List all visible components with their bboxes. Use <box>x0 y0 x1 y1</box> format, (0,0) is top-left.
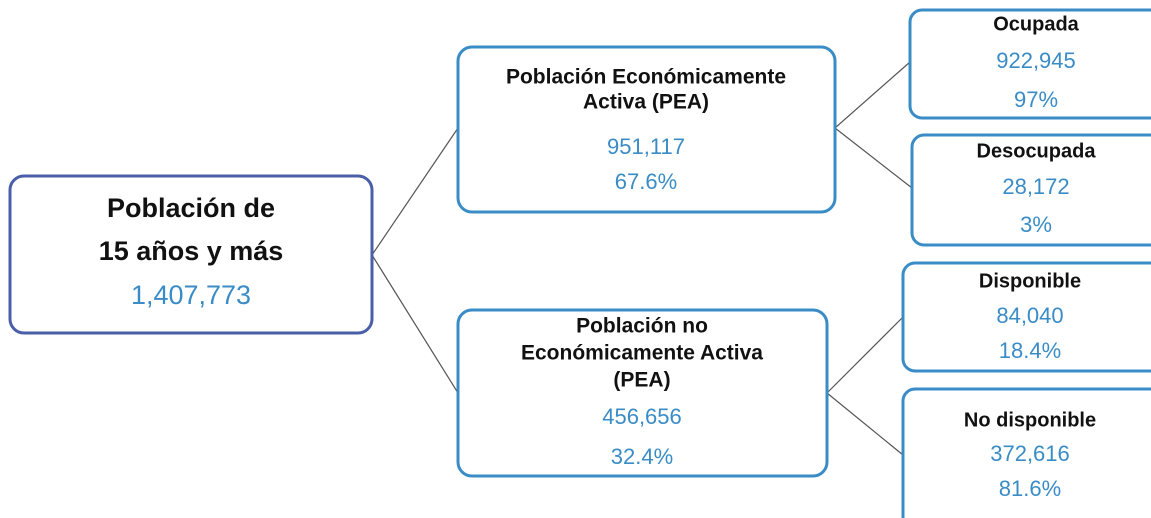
node-percent: 97% <box>1014 87 1058 112</box>
node-box <box>901 387 1151 518</box>
node-title: No disponible <box>964 409 1096 431</box>
node-box <box>456 45 837 214</box>
node-value: 922,945 <box>996 48 1076 73</box>
node-title: Activa (PEA) <box>583 91 709 114</box>
node-value: 951,117 <box>607 134 685 159</box>
node-value: 84,040 <box>996 303 1063 328</box>
node-title: Disponible <box>979 270 1081 292</box>
node-box <box>908 8 1151 120</box>
node-percent: 18.4% <box>999 338 1061 363</box>
connector <box>826 316 904 394</box>
node-title: Población de <box>107 193 275 223</box>
connector <box>834 61 911 129</box>
node-box <box>910 133 1151 247</box>
node-value: 28,172 <box>1002 174 1069 199</box>
node-value: 1,407,773 <box>131 280 251 310</box>
node-title: Ocupada <box>993 13 1079 35</box>
node-box <box>901 261 1151 373</box>
node-percent: 3% <box>1020 212 1052 237</box>
node-title: Población Económicamente <box>506 66 786 89</box>
node-value: 372,616 <box>990 441 1070 466</box>
node-value: 456,656 <box>602 404 682 429</box>
node-percent: 67.6% <box>615 169 677 194</box>
node-percent: 81.6% <box>999 476 1061 501</box>
node-title: Desocupada <box>977 140 1097 162</box>
node-box <box>8 174 374 335</box>
connector <box>826 392 904 456</box>
connector <box>834 127 913 189</box>
node-title: 15 años y más <box>99 236 284 266</box>
node-title: Población no <box>576 315 708 338</box>
node-title: (PEA) <box>613 369 670 392</box>
connector <box>371 254 459 394</box>
node-title: Económicamente Activa <box>521 342 763 365</box>
node-percent: 32.4% <box>611 444 673 469</box>
node-box <box>456 308 829 478</box>
connector <box>371 127 459 256</box>
connectors <box>371 61 913 456</box>
